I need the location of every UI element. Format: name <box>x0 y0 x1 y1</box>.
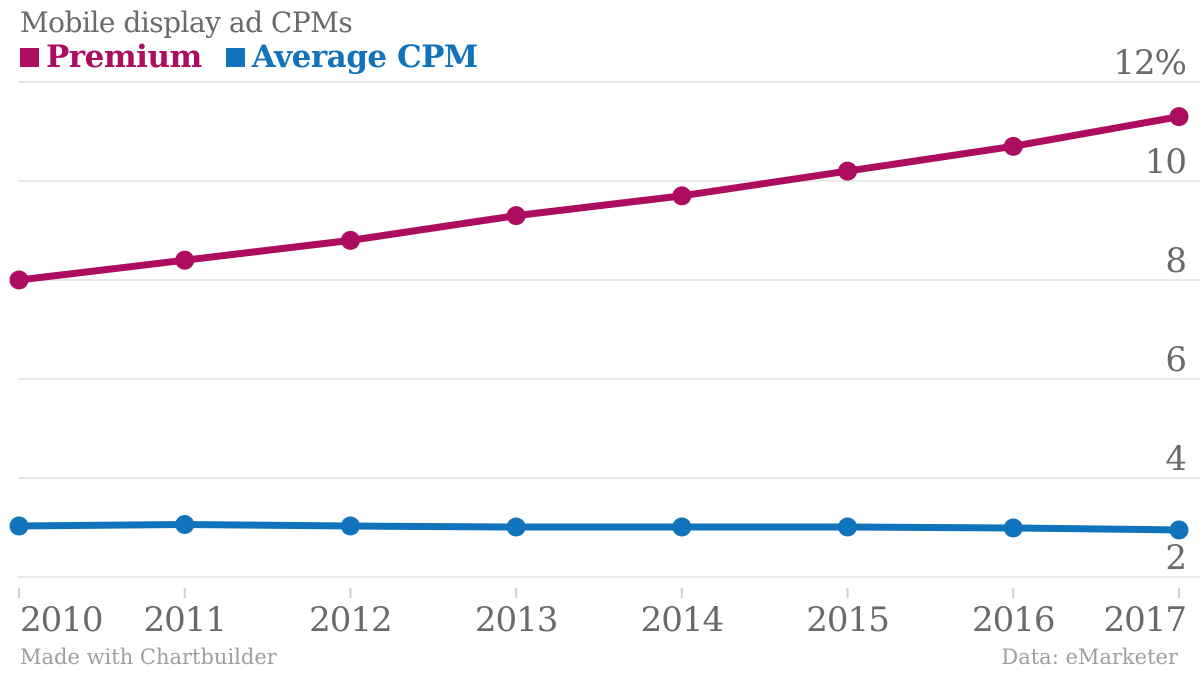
series-line-average-cpm <box>15 521 1183 534</box>
legend-item-premium: Premium <box>20 42 202 73</box>
credit-text: Made with Chartbuilder <box>20 645 277 669</box>
y-axis-label: 10 <box>1145 142 1186 182</box>
data-point <box>838 517 858 537</box>
data-point <box>838 161 858 181</box>
legend-label: Premium <box>46 39 202 75</box>
data-point <box>506 206 526 226</box>
data-point <box>9 516 29 536</box>
x-axis-label: 2012 <box>309 600 392 640</box>
x-axis-label: 2015 <box>806 600 889 640</box>
y-axis-label: 12% <box>1113 43 1186 83</box>
y-axis-label: 4 <box>1165 439 1186 479</box>
data-point <box>340 516 360 536</box>
data-point <box>1169 107 1189 127</box>
legend: Premium Average CPM <box>20 42 502 73</box>
chart-title: Mobile display ad CPMs <box>20 6 353 39</box>
data-point <box>1003 518 1023 538</box>
x-axis-label: 2011 <box>143 600 226 640</box>
y-axis-label: 2 <box>1165 538 1186 578</box>
x-axis-label: 2016 <box>972 600 1055 640</box>
data-point <box>1003 136 1023 156</box>
x-axis-label: 2014 <box>641 600 724 640</box>
data-point <box>175 250 195 270</box>
data-point <box>1169 520 1189 540</box>
series-line-premium <box>15 113 1183 284</box>
data-point <box>672 186 692 206</box>
y-axis-label: 8 <box>1165 241 1186 281</box>
data-point <box>672 517 692 537</box>
legend-label: Average CPM <box>251 39 478 75</box>
legend-swatch-icon <box>225 48 245 67</box>
data-point <box>506 517 526 537</box>
data-point <box>9 270 29 290</box>
x-axis-label: 2010 <box>20 600 103 640</box>
legend-swatch-icon <box>20 48 39 67</box>
source-text: Data: eMarketer <box>1001 645 1178 669</box>
y-axis-label: 6 <box>1165 340 1186 380</box>
x-axis-label: 2013 <box>475 600 558 640</box>
legend-item-average-cpm: Average CPM <box>225 39 478 75</box>
x-axis-label: 2017 <box>1103 600 1186 640</box>
data-point <box>175 515 195 535</box>
data-point <box>340 230 360 250</box>
